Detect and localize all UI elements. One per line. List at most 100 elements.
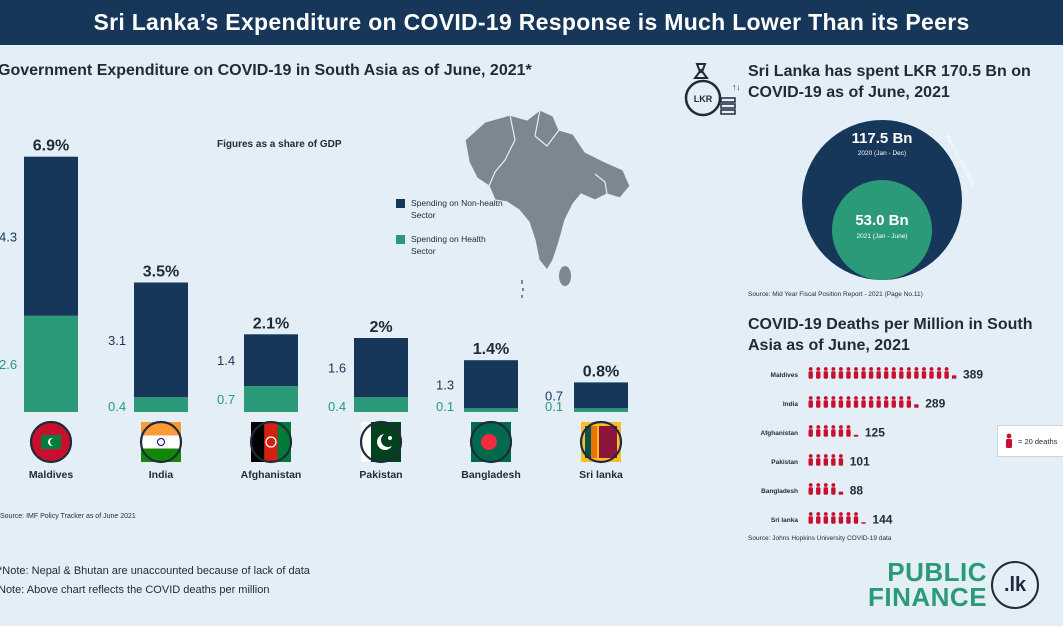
circle-2020-period: 2020 (Jan - Dec) bbox=[858, 150, 906, 157]
non-health-value-label-india: 3.1 bbox=[108, 333, 126, 348]
bar-total-label-india: 3.5% bbox=[143, 264, 179, 281]
sri-lanka-flag-icon bbox=[579, 420, 623, 464]
deaths-value-bangladesh: 88 bbox=[850, 484, 864, 498]
bar-non-health-pakistan bbox=[354, 338, 408, 398]
deaths-icons-pakistan bbox=[808, 454, 844, 466]
deaths-label-bangladesh: Bangladesh bbox=[761, 488, 798, 495]
logo-badge: .lk bbox=[991, 561, 1040, 609]
deaths-source: Source: Johns Hopkins University COVID-1… bbox=[748, 535, 892, 542]
afghanistan-flag-icon bbox=[249, 420, 293, 464]
circle-2021-period: 2021 (Jan - June) bbox=[857, 233, 908, 240]
legend-item-non-health: Spending on Non-health Sector bbox=[396, 197, 511, 221]
legend-swatch-health bbox=[396, 235, 405, 244]
person-icon bbox=[1006, 433, 1012, 448]
health-value-label-india: 0.4 bbox=[108, 399, 126, 414]
deaths-icons-bangladesh bbox=[808, 483, 844, 495]
category-label-bangladesh: Bangladesh bbox=[461, 469, 521, 481]
bar-non-health-bangladesh bbox=[464, 360, 518, 409]
bar-total-label-afghanistan: 2.1% bbox=[253, 315, 289, 332]
expenditure-source: Source: IMF Policy Tracker as of June 20… bbox=[0, 513, 136, 520]
logo-line-1: PUBLIC bbox=[887, 557, 988, 587]
deaths-value-pakistan: 101 bbox=[850, 455, 870, 469]
category-label-sri-lanka: Sri lanka bbox=[579, 469, 623, 481]
deaths-value-sri-lanka: 144 bbox=[872, 513, 892, 527]
deaths-label-india: India bbox=[783, 401, 799, 408]
spend-source: Source: Mid Year Fiscal Position Report … bbox=[748, 291, 923, 298]
expenditure-stacked-bar-chart: 6.9% 4.3 2.6 Maldives 3.5% 3.1 0.4 India 2.1% 1.4… bbox=[0, 138, 628, 481]
pakistan-flag-icon bbox=[359, 420, 403, 464]
header-banner: Sri Lanka’s Expenditure on COVID-19 Resp… bbox=[0, 0, 1063, 45]
circle-2020-value: 117.5 Bn bbox=[852, 130, 913, 147]
deaths-label-afghanistan: Afghanistan bbox=[760, 430, 798, 437]
deaths-icons-afghanistan bbox=[808, 425, 859, 437]
bar-group-pakistan: 2% 1.6 0.4 Pakistan bbox=[328, 319, 408, 481]
deaths-row-maldives: Maldives 389 bbox=[771, 367, 983, 382]
deaths-icons-sri-lanka bbox=[808, 512, 866, 524]
category-label-maldives: Maldives bbox=[29, 469, 74, 481]
category-label-india: India bbox=[149, 469, 174, 481]
spend-nested-circles: 117.5 Bn 2020 (Jan - Dec) 53.0 Bn 2021 (… bbox=[802, 120, 976, 280]
health-value-label-maldives: 2.6 bbox=[0, 357, 17, 372]
circle-2021 bbox=[832, 180, 932, 280]
health-value-label-pakistan: 0.4 bbox=[328, 399, 346, 414]
bar-group-india: 3.5% 3.1 0.4 India bbox=[108, 264, 188, 481]
bar-non-health-afghanistan bbox=[244, 334, 298, 387]
maldives-flag-icon bbox=[29, 420, 73, 464]
bar-total-label-maldives: 6.9% bbox=[33, 138, 69, 155]
chart-subtitle: Figures as a share of GDP bbox=[217, 139, 342, 150]
bar-non-health-india bbox=[134, 282, 188, 398]
footnote-deaths: Note: Above chart reflects the COVID dea… bbox=[0, 584, 270, 596]
non-health-value-label-sri-lanka: 0.7 bbox=[545, 388, 563, 403]
health-value-label-afghanistan: 0.7 bbox=[217, 392, 235, 407]
bar-group-maldives: 6.9% 4.3 2.6 Maldives bbox=[0, 138, 78, 481]
deaths-row-india: India 289 bbox=[783, 396, 946, 411]
deaths-value-maldives: 389 bbox=[963, 368, 983, 382]
non-health-value-label-pakistan: 1.6 bbox=[328, 361, 346, 376]
bar-health-sri-lanka bbox=[574, 408, 628, 412]
bar-health-maldives bbox=[24, 315, 78, 412]
logo-badge-text: .lk bbox=[1003, 573, 1027, 596]
bar-non-health-maldives bbox=[24, 156, 78, 316]
logo-line-2: FINANCE bbox=[868, 582, 988, 612]
bar-total-label-bangladesh: 1.4% bbox=[473, 341, 509, 358]
bar-health-bangladesh bbox=[464, 408, 518, 412]
india-flag-icon bbox=[139, 420, 183, 464]
deaths-label-maldives: Maldives bbox=[771, 372, 799, 379]
bangladesh-flag-icon bbox=[469, 420, 513, 464]
health-value-label-sri-lanka: 0.1 bbox=[545, 399, 563, 414]
non-health-value-label-afghanistan: 1.4 bbox=[217, 353, 235, 368]
deaths-icons-maldives bbox=[808, 367, 957, 379]
public-finance-logo: PUBLIC FINANCE .lk bbox=[868, 557, 1040, 612]
page-title: Sri Lanka’s Expenditure on COVID-19 Resp… bbox=[93, 9, 970, 35]
bar-health-india bbox=[134, 397, 188, 412]
svg-text:↑↓: ↑↓ bbox=[732, 82, 739, 92]
bar-group-sri-lanka: 0.8% 0.70.1 Sri lanka bbox=[545, 363, 628, 481]
money-bag-icon: LKR ↑↓ bbox=[684, 63, 739, 117]
legend-label-non-health: Spending on Non-health Sector bbox=[411, 198, 503, 220]
legend-item-health: Spending on Health Sector bbox=[396, 233, 511, 257]
deaths-label-pakistan: Pakistan bbox=[771, 459, 798, 466]
expenditure-chart-title: Government Expenditure on COVID-19 in So… bbox=[0, 62, 532, 79]
bar-health-afghanistan bbox=[244, 386, 298, 412]
deaths-value-india: 289 bbox=[925, 397, 945, 411]
category-label-afghanistan: Afghanistan bbox=[241, 469, 302, 481]
bar-health-pakistan bbox=[354, 397, 408, 412]
svg-text:LKR: LKR bbox=[694, 94, 713, 104]
bar-group-bangladesh: 1.4% 1.3 0.1 Bangladesh bbox=[436, 341, 521, 481]
bar-non-health-sri-lanka bbox=[574, 382, 628, 409]
deaths-legend-label: = 20 deaths bbox=[1018, 436, 1058, 446]
non-health-value-label-maldives: 4.3 bbox=[0, 229, 17, 244]
deaths-chart-title: COVID-19 Deaths per Million in South Asi… bbox=[748, 316, 1033, 354]
non-health-value-label-bangladesh: 1.3 bbox=[436, 377, 454, 392]
circle-2021-value: 53.0 Bn bbox=[855, 212, 908, 229]
bar-total-label-pakistan: 2% bbox=[369, 319, 392, 336]
deaths-label-sri-lanka: Sri lanka bbox=[771, 517, 798, 524]
spend-title: Sri Lanka has spent LKR 170.5 Bn on COVI… bbox=[748, 63, 1031, 101]
bar-total-label-sri-lanka: 0.8% bbox=[583, 363, 619, 380]
legend-label-health: Spending on Health Sector bbox=[411, 234, 486, 256]
bar-group-afghanistan: 2.1% 1.4 0.7 Afghanistan bbox=[217, 315, 301, 481]
category-label-pakistan: Pakistan bbox=[359, 469, 402, 481]
deaths-legend: = 20 deaths bbox=[997, 425, 1063, 457]
deaths-pictogram-chart: Maldives 389 India 289 Afghanistan 125 Pakista… bbox=[760, 367, 983, 527]
south-asia-map-icon bbox=[464, 109, 631, 298]
